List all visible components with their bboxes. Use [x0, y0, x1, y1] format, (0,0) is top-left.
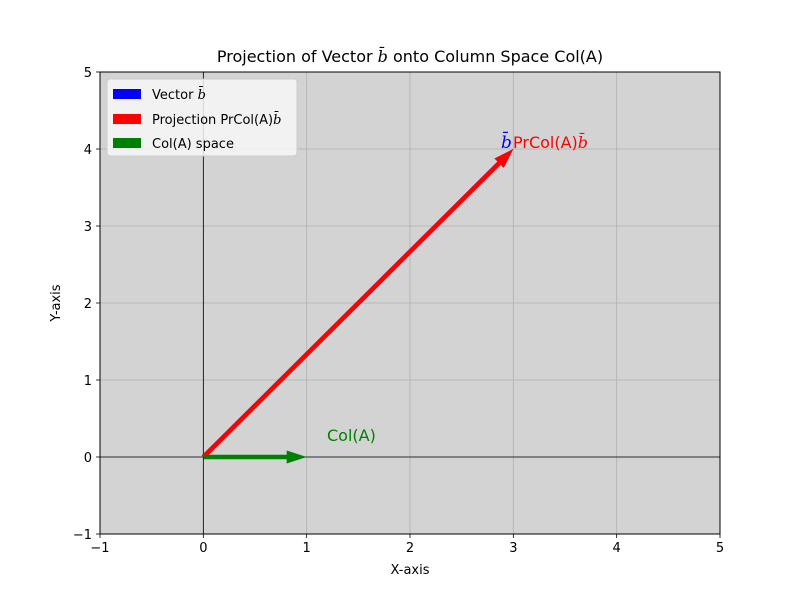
annotation-b-bar: b̄ — [501, 130, 512, 153]
y-tick-label: 1 — [84, 374, 92, 389]
x-tick-label: 4 — [613, 541, 621, 556]
x-ticks: −1 0 1 2 3 4 5 — [90, 534, 724, 556]
legend-box — [106, 78, 298, 157]
col-a-arrow — [203, 450, 307, 464]
projection-arrow — [201, 149, 514, 459]
y-tick-label: −1 — [73, 528, 92, 543]
legend-label-projection: Projection PrCol(A)b̄ — [152, 111, 281, 128]
legend: Vector b̄ Projection PrCol(A)b̄ Col(A) s… — [106, 78, 298, 157]
y-axis-label: Y-axis — [49, 284, 64, 322]
chart-title: Projection of Vector b̄ onto Column Spac… — [217, 45, 603, 66]
x-tick-label: 5 — [716, 541, 724, 556]
y-ticks: −1 0 1 2 3 4 5 — [73, 66, 100, 543]
x-tick-label: 0 — [199, 541, 207, 556]
legend-label-col-a: Col(A) space — [152, 137, 234, 152]
legend-label-vector-b: Vector b̄ — [152, 86, 206, 103]
legend-swatch-projection — [113, 114, 141, 124]
annotation-col-a: Col(A) — [327, 426, 376, 445]
x-tick-label: 2 — [406, 541, 414, 556]
y-tick-label: 3 — [84, 220, 92, 235]
x-axis-label: X-axis — [391, 563, 430, 578]
y-tick-label: 4 — [84, 143, 92, 158]
legend-swatch-vector-b — [113, 89, 141, 99]
vectors — [201, 149, 514, 464]
x-tick-label: −1 — [90, 541, 109, 556]
y-tick-label: 2 — [84, 297, 92, 312]
y-tick-label: 5 — [84, 66, 92, 81]
legend-swatch-col-a — [113, 138, 141, 148]
y-tick-label: 0 — [84, 451, 92, 466]
annotation-projection: PrCol(A)b̄ — [513, 131, 588, 152]
x-tick-label: 1 — [303, 541, 311, 556]
x-tick-label: 3 — [509, 541, 517, 556]
